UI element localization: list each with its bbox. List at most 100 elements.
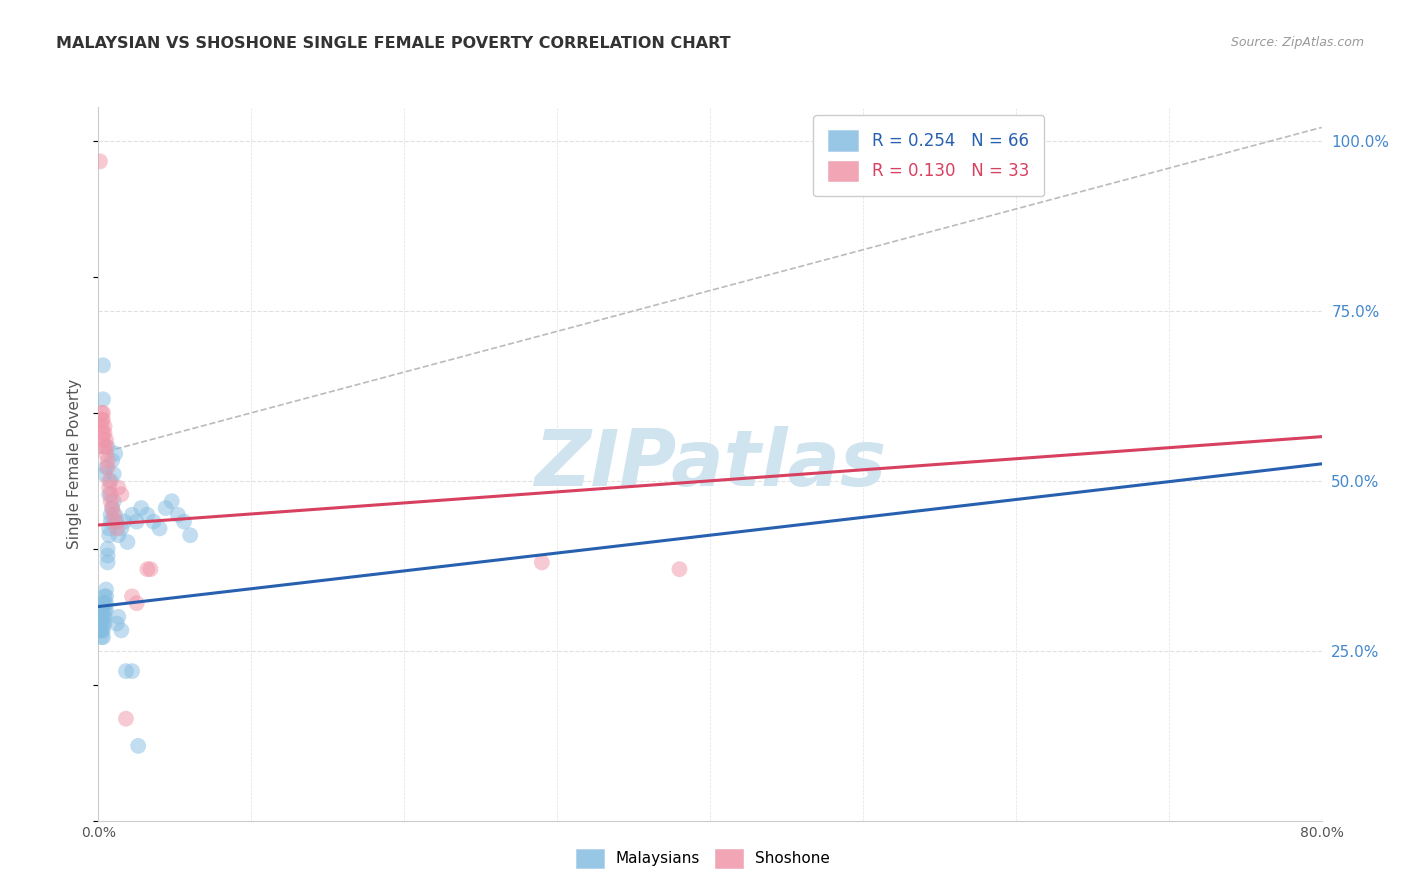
Point (129, 501, 152, 516)
Point (100, 487, 122, 501)
Point (107, 609, 129, 624)
Point (101, 501, 124, 516)
Point (91, 426, 114, 441)
Point (98, 474, 121, 488)
Point (127, 739, 149, 753)
Point (125, 596, 148, 610)
Point (103, 494, 125, 508)
Point (100, 508, 122, 522)
Point (149, 521, 172, 535)
Point (91, 616, 114, 631)
Point (530, 555, 553, 569)
Point (90, 624, 112, 638)
Point (97, 549, 120, 563)
Point (93, 440, 115, 454)
Point (103, 467, 125, 481)
Y-axis label: Single Female Poverty: Single Female Poverty (67, 379, 83, 549)
Point (98, 528, 121, 542)
Point (117, 535, 139, 549)
Point (93, 603, 115, 617)
Point (107, 528, 129, 542)
Point (90, 603, 112, 617)
Point (94, 447, 117, 461)
Point (104, 447, 127, 461)
Point (98, 487, 121, 501)
Point (90, 616, 112, 631)
Point (115, 712, 138, 726)
Point (90, 630, 112, 644)
Point (104, 515, 127, 529)
Legend: Malaysians, Shoshone: Malaysians, Shoshone (564, 837, 842, 880)
Point (110, 624, 132, 638)
Point (105, 616, 128, 631)
Point (98, 481, 121, 495)
Point (89, 624, 111, 638)
Point (97, 541, 120, 556)
Point (121, 508, 143, 522)
Point (89, 609, 111, 624)
Point (155, 501, 177, 516)
Point (90, 406, 112, 420)
Point (98, 521, 121, 535)
Point (91, 624, 114, 638)
Point (94, 596, 117, 610)
Point (100, 515, 122, 529)
Point (136, 508, 159, 522)
Text: Source: ZipAtlas.com: Source: ZipAtlas.com (1230, 36, 1364, 49)
Point (125, 515, 148, 529)
Point (93, 596, 115, 610)
Point (94, 440, 117, 454)
Point (110, 521, 132, 535)
Point (100, 474, 122, 488)
Point (91, 596, 114, 610)
Point (91, 406, 114, 420)
Point (91, 609, 114, 624)
Point (89, 616, 111, 631)
Point (91, 630, 114, 644)
Point (136, 562, 159, 576)
Point (100, 494, 122, 508)
Point (105, 515, 128, 529)
Point (121, 590, 143, 604)
Point (142, 515, 165, 529)
Point (93, 419, 115, 434)
Point (97, 453, 120, 467)
Point (121, 664, 143, 678)
Point (90, 624, 112, 638)
Point (93, 616, 115, 631)
Point (91, 359, 114, 373)
Point (101, 453, 124, 467)
Point (160, 494, 183, 508)
Point (668, 562, 690, 576)
Point (91, 603, 114, 617)
Point (101, 501, 124, 516)
Point (112, 515, 135, 529)
Point (97, 460, 120, 475)
Text: MALAYSIAN VS SHOSHONE SINGLE FEMALE POVERTY CORRELATION CHART: MALAYSIAN VS SHOSHONE SINGLE FEMALE POVE… (56, 36, 731, 51)
Point (94, 460, 117, 475)
Legend: R = 0.254   N = 66, R = 0.130   N = 33: R = 0.254 N = 66, R = 0.130 N = 33 (814, 115, 1045, 196)
Point (104, 508, 127, 522)
Point (93, 426, 115, 441)
Point (93, 609, 115, 624)
Point (167, 508, 190, 522)
Point (89, 154, 111, 169)
Point (115, 664, 138, 678)
Point (179, 528, 201, 542)
Point (110, 487, 132, 501)
Point (90, 419, 112, 434)
Point (91, 412, 114, 426)
Point (97, 555, 120, 569)
Point (139, 562, 162, 576)
Point (91, 392, 114, 407)
Point (97, 440, 120, 454)
Point (103, 508, 125, 522)
Point (94, 590, 117, 604)
Text: ZIPatlas: ZIPatlas (534, 425, 886, 502)
Point (94, 582, 117, 597)
Point (90, 412, 112, 426)
Point (173, 515, 195, 529)
Point (91, 433, 114, 447)
Point (107, 481, 129, 495)
Point (94, 603, 117, 617)
